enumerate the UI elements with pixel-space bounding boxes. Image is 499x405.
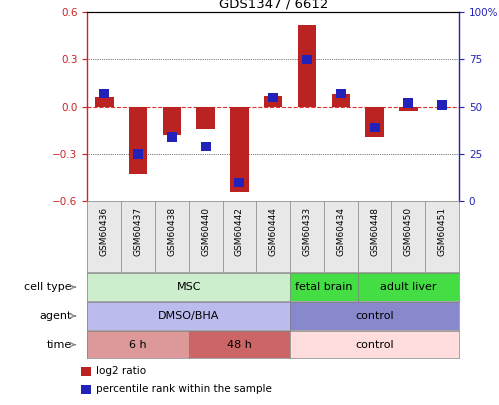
Bar [99,89,109,98]
Text: GSM60451: GSM60451 [438,207,447,256]
Text: GSM60437: GSM60437 [134,207,143,256]
Text: GSM60434: GSM60434 [336,207,345,256]
Text: GSM60450: GSM60450 [404,207,413,256]
Text: adult liver: adult liver [380,282,437,292]
Text: control: control [355,340,394,350]
Text: GSM60436: GSM60436 [100,207,109,256]
Text: 48 h: 48 h [227,340,252,350]
Bar [336,89,346,98]
Bar [95,97,113,107]
Bar [298,25,316,107]
Bar [370,123,380,132]
Text: log2 ratio: log2 ratio [96,367,147,376]
Bar [129,107,147,175]
Bar [196,107,215,129]
Bar [268,92,278,102]
FancyBboxPatch shape [81,385,91,394]
Text: GSM60444: GSM60444 [268,207,278,256]
Text: fetal brain: fetal brain [295,282,353,292]
Text: GSM60442: GSM60442 [235,207,244,256]
Text: 6 h: 6 h [129,340,147,350]
Bar [399,107,418,111]
Title: GDS1347 / 6612: GDS1347 / 6612 [219,0,328,11]
Bar [163,107,181,135]
Text: agent: agent [39,311,71,321]
Bar [201,142,211,151]
Text: GSM60438: GSM60438 [167,207,176,256]
Text: DMSO/BHA: DMSO/BHA [158,311,220,321]
Bar [167,132,177,142]
Bar [264,96,282,107]
Text: control: control [355,311,394,321]
Bar [365,107,384,136]
Text: GSM60440: GSM60440 [201,207,210,256]
Bar [437,100,447,110]
Text: GSM60433: GSM60433 [302,207,311,256]
Bar [235,178,245,187]
Text: percentile rank within the sample: percentile rank within the sample [96,384,272,394]
Bar [403,98,414,108]
Bar [302,55,312,64]
Text: GSM60448: GSM60448 [370,207,379,256]
Bar [230,107,249,192]
Bar [331,94,350,107]
Text: time: time [46,340,71,350]
Bar [133,149,143,159]
Text: cell type: cell type [24,282,71,292]
FancyBboxPatch shape [81,367,91,376]
Text: MSC: MSC [177,282,201,292]
